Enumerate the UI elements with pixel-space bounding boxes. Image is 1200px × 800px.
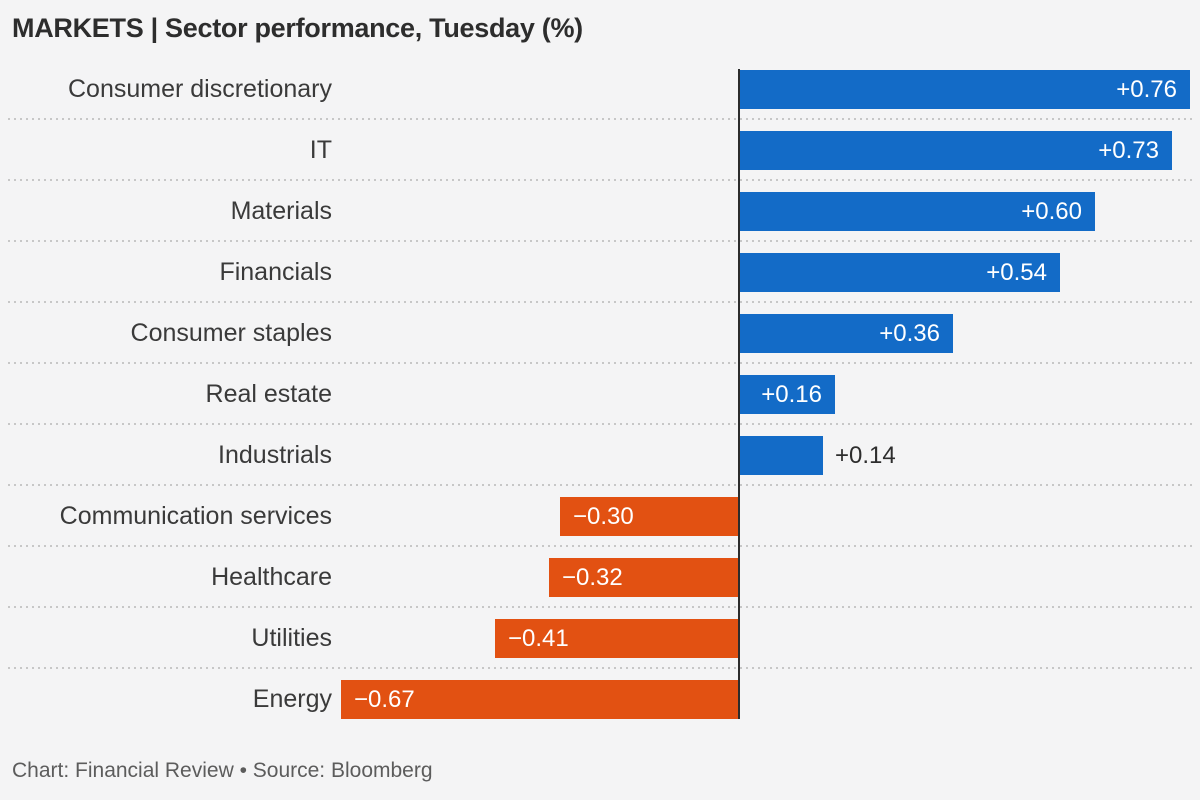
category-label: Consumer discretionary (68, 75, 332, 103)
row-separator (8, 606, 1192, 608)
category-label: Materials (230, 197, 332, 225)
chart-row-consumer-staples: Consumer staples +0.36 (0, 303, 1200, 364)
value-label: +0.16 (761, 380, 822, 408)
bar-communication-services: −0.30 (560, 497, 738, 536)
category-label: Energy (252, 685, 332, 713)
bar-utilities: −0.41 (495, 619, 738, 658)
category-label: Utilities (251, 624, 332, 652)
chart-row-communication-services: Communication services −0.30 (0, 486, 1200, 547)
bar-chart: Consumer discretionary +0.76 IT +0.73 Materi… (0, 59, 1200, 730)
category-label: IT (309, 136, 332, 164)
row-separator (8, 545, 1192, 547)
value-label: +0.36 (879, 319, 940, 347)
bar-financials: +0.54 (740, 253, 1060, 292)
bar-consumer-discretionary: +0.76 (740, 70, 1190, 109)
row-separator (8, 118, 1192, 120)
value-label: −0.30 (573, 502, 634, 530)
row-separator (8, 362, 1192, 364)
chart-row-healthcare: Healthcare −0.32 (0, 547, 1200, 608)
row-separator (8, 484, 1192, 486)
chart-row-energy: Energy −0.67 (0, 669, 1200, 730)
chart-row-materials: Materials +0.60 (0, 181, 1200, 242)
bar-industrials (740, 436, 823, 475)
bar-energy: −0.67 (341, 680, 738, 719)
chart-row-consumer-discretionary: Consumer discretionary +0.76 (0, 59, 1200, 120)
chart-row-real-estate: Real estate +0.16 (0, 364, 1200, 425)
source-credit: Chart: Financial Review • Source: Bloomb… (12, 759, 433, 782)
chart-row-industrials: Industrials +0.14 (0, 425, 1200, 486)
bar-real-estate: +0.16 (740, 375, 835, 414)
chart-row-financials: Financials +0.54 (0, 242, 1200, 303)
value-label: +0.54 (986, 258, 1047, 286)
value-label: −0.67 (354, 685, 415, 713)
bar-materials: +0.60 (740, 192, 1095, 231)
row-separator (8, 667, 1192, 669)
value-label: +0.14 (835, 442, 896, 469)
category-label: Real estate (205, 380, 332, 408)
value-label: +0.73 (1098, 136, 1159, 164)
value-label: −0.41 (508, 624, 569, 652)
category-label: Consumer staples (130, 319, 332, 347)
row-separator (8, 301, 1192, 303)
zero-baseline (738, 69, 740, 719)
bar-it: +0.73 (740, 131, 1172, 170)
category-label: Healthcare (211, 563, 332, 591)
row-separator (8, 179, 1192, 181)
value-label: −0.32 (562, 563, 623, 591)
value-label: +0.76 (1116, 75, 1177, 103)
bar-healthcare: −0.32 (549, 558, 738, 597)
category-label: Communication services (59, 502, 332, 530)
value-label: +0.60 (1021, 197, 1082, 225)
category-label: Industrials (218, 441, 332, 469)
chart-row-it: IT +0.73 (0, 120, 1200, 181)
chart-row-utilities: Utilities −0.41 (0, 608, 1200, 669)
row-separator (8, 423, 1192, 425)
row-separator (8, 240, 1192, 242)
chart-rows: Consumer discretionary +0.76 IT +0.73 Materi… (0, 59, 1200, 730)
category-label: Financials (219, 258, 332, 286)
bar-consumer-staples: +0.36 (740, 314, 953, 353)
chart-title: MARKETS | Sector performance, Tuesday (%… (12, 13, 583, 43)
